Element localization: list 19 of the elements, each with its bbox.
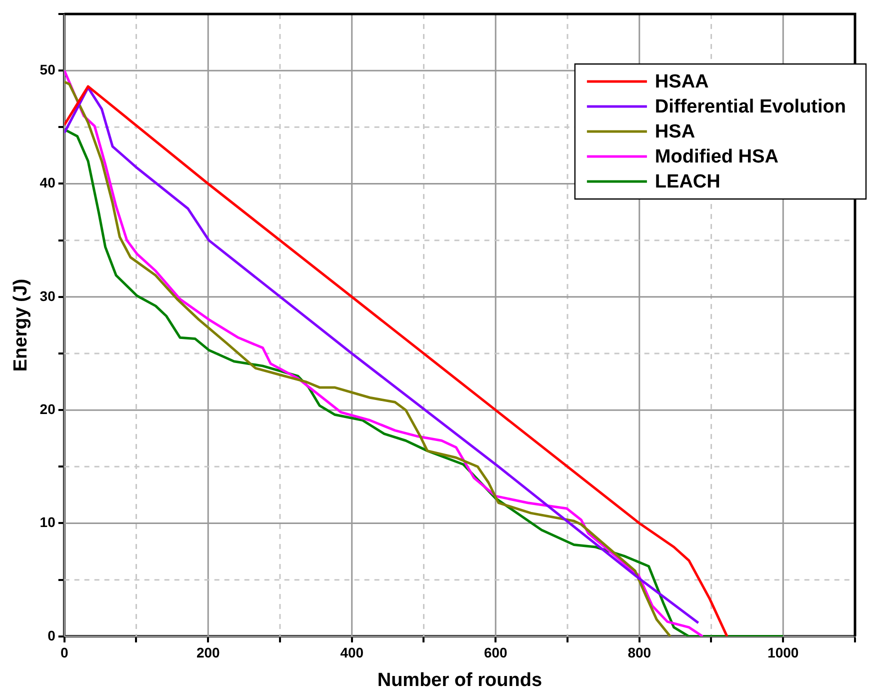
legend-label: Modified HSA xyxy=(654,146,779,168)
x-axis-title: Number of rounds xyxy=(377,670,542,691)
legend-label: HSAA xyxy=(654,72,710,93)
y-tick-label: 20 xyxy=(40,400,56,417)
legend-label: Differential Evolution xyxy=(654,96,846,118)
y-tick-label: 10 xyxy=(40,514,56,530)
x-tick-label: 400 xyxy=(340,644,364,661)
legend-label: HSA xyxy=(654,122,696,143)
y-tick-label: 0 xyxy=(48,627,56,644)
x-tick-label: 600 xyxy=(484,644,508,661)
legend-label: LEACH xyxy=(654,172,720,193)
y-tick-label: 30 xyxy=(40,288,56,304)
y-tick-label: 40 xyxy=(40,174,56,191)
y-axis-title: Energy (J) xyxy=(10,278,32,372)
x-tick-label: 0 xyxy=(60,644,68,661)
x-tick-label: 1000 xyxy=(768,644,799,661)
x-tick-label: 200 xyxy=(196,644,220,661)
y-tick-label: 50 xyxy=(40,61,56,78)
x-tick-label: 800 xyxy=(628,644,652,661)
